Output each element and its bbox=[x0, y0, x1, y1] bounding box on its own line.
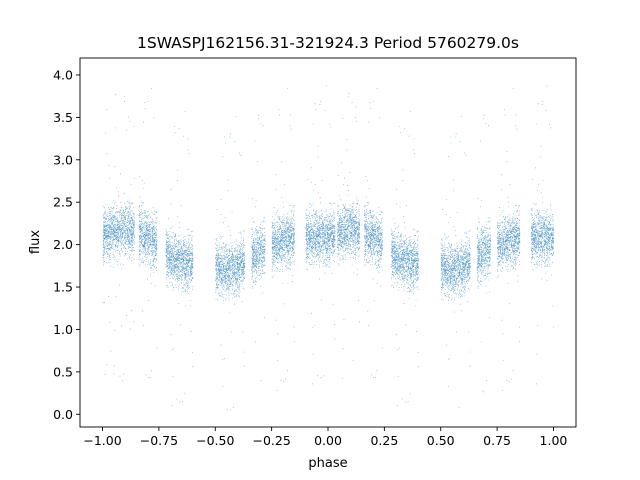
scatter-points bbox=[102, 85, 555, 411]
y-tick-label: 1.0 bbox=[53, 322, 73, 337]
y-tick-label: 2.0 bbox=[53, 237, 73, 252]
x-tick-label: −0.75 bbox=[140, 433, 178, 448]
x-tick-label: 0.00 bbox=[314, 433, 342, 448]
x-tick-label: −0.25 bbox=[252, 433, 290, 448]
y-tick-label: 4.0 bbox=[53, 67, 73, 82]
y-tick-label: 0.0 bbox=[53, 407, 73, 422]
x-tick-label: −1.00 bbox=[83, 433, 121, 448]
x-tick-label: 0.50 bbox=[427, 433, 455, 448]
y-tick-label: 3.0 bbox=[53, 152, 73, 167]
x-axis-label: phase bbox=[308, 456, 347, 471]
x-axis-ticks: −1.00 −0.75 −0.50 −0.25 0.00 0.25 0.50 0.75 1.00 bbox=[83, 427, 567, 448]
x-tick-label: 0.75 bbox=[483, 433, 511, 448]
y-axis-ticks: 0.0 0.5 1.0 1.5 2.0 2.5 3.0 3.5 4.0 bbox=[53, 67, 80, 422]
chart-title: 1SWASPJ162156.31-321924.3 Period 5760279… bbox=[137, 34, 519, 52]
x-tick-label: 1.00 bbox=[540, 433, 568, 448]
y-tick-label: 3.5 bbox=[53, 110, 73, 125]
y-tick-label: 0.5 bbox=[53, 364, 73, 379]
y-tick-label: 1.5 bbox=[53, 280, 73, 295]
x-tick-label: 0.25 bbox=[370, 433, 398, 448]
y-axis-label: flux bbox=[28, 230, 43, 254]
x-tick-label: −0.50 bbox=[196, 433, 234, 448]
y-tick-label: 2.5 bbox=[53, 195, 73, 210]
scatter-point-cloud bbox=[102, 85, 555, 411]
